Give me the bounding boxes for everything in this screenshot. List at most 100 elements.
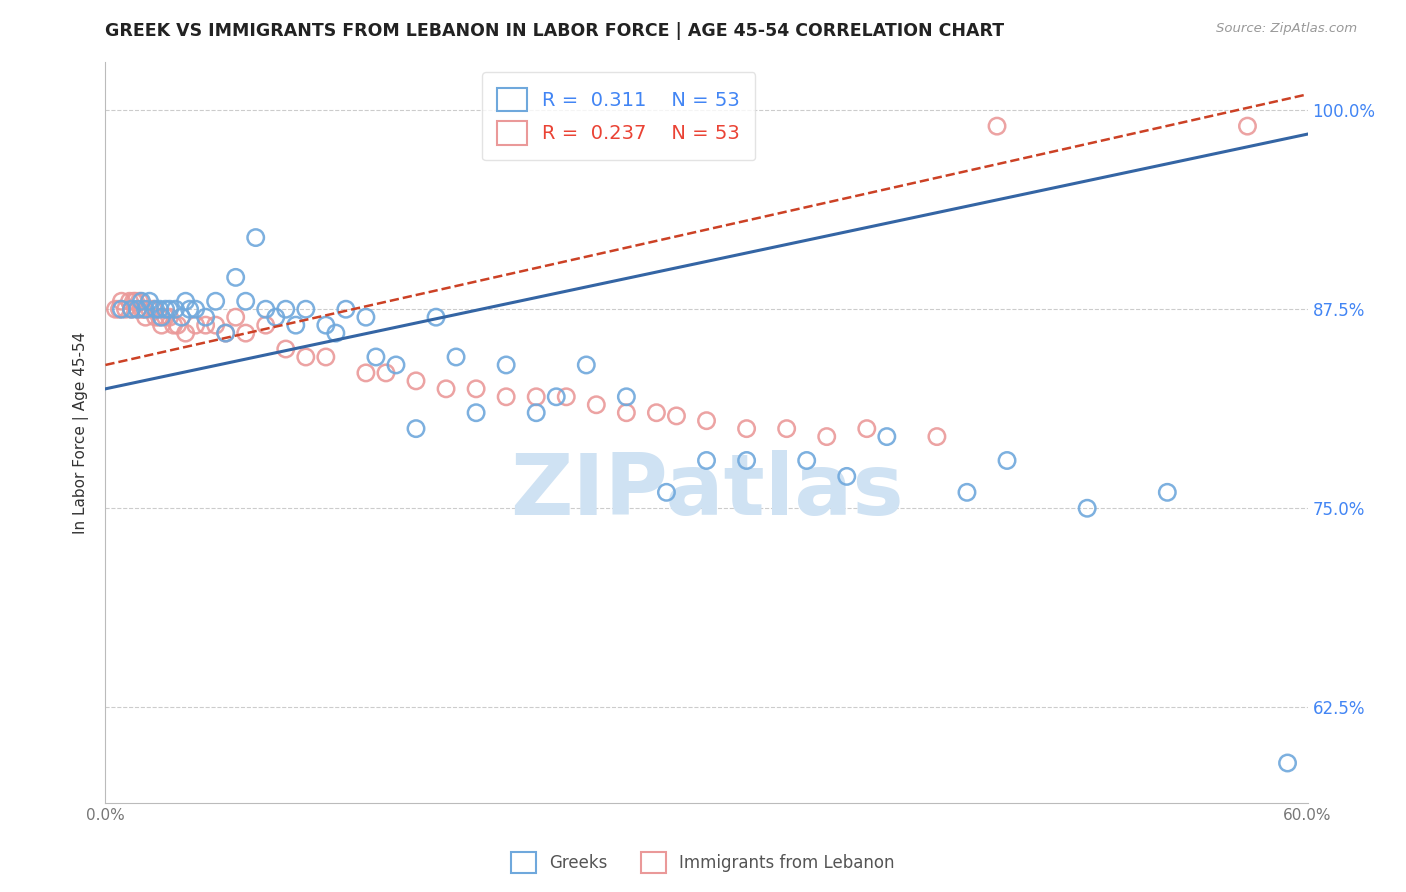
- Legend: Greeks, Immigrants from Lebanon: Greeks, Immigrants from Lebanon: [505, 846, 901, 880]
- Point: [575, 358, 598, 372]
- Point: [245, 230, 267, 244]
- Point: [204, 318, 226, 333]
- Point: [138, 302, 160, 317]
- Point: [131, 302, 153, 317]
- Point: [465, 382, 488, 396]
- Point: [108, 302, 131, 317]
- Point: [735, 453, 758, 467]
- Point: [127, 302, 149, 317]
- Point: [264, 310, 287, 325]
- Point: [132, 302, 155, 317]
- Point: [735, 422, 758, 436]
- Point: [925, 429, 948, 443]
- Point: [364, 350, 387, 364]
- Point: [1277, 756, 1299, 770]
- Point: [148, 302, 170, 317]
- Y-axis label: In Labor Force | Age 45-54: In Labor Force | Age 45-54: [73, 332, 90, 533]
- Point: [127, 302, 149, 317]
- Point: [145, 302, 167, 317]
- Point: [274, 302, 297, 317]
- Point: [374, 366, 398, 380]
- Point: [405, 422, 427, 436]
- Point: [995, 453, 1018, 467]
- Point: [135, 310, 157, 325]
- Point: [128, 294, 150, 309]
- Point: [616, 390, 638, 404]
- Point: [855, 422, 877, 436]
- Point: [1236, 119, 1258, 133]
- Point: [354, 310, 377, 325]
- Point: [235, 294, 257, 309]
- Point: [150, 310, 173, 325]
- Point: [585, 398, 607, 412]
- Point: [159, 302, 181, 317]
- Point: [1156, 485, 1178, 500]
- Point: [135, 302, 157, 317]
- Point: [385, 358, 408, 372]
- Point: [184, 318, 207, 333]
- Point: [274, 342, 297, 356]
- Point: [110, 294, 132, 309]
- Point: [179, 302, 201, 317]
- Point: [325, 326, 347, 340]
- Point: [225, 310, 247, 325]
- Point: [645, 406, 668, 420]
- Point: [315, 350, 337, 364]
- Point: [876, 429, 898, 443]
- Point: [315, 318, 337, 333]
- Point: [546, 390, 568, 404]
- Point: [1076, 501, 1098, 516]
- Point: [145, 310, 167, 325]
- Point: [956, 485, 979, 500]
- Point: [138, 294, 160, 309]
- Point: [122, 294, 145, 309]
- Point: [295, 350, 318, 364]
- Point: [655, 485, 678, 500]
- Point: [159, 310, 181, 325]
- Point: [155, 302, 177, 317]
- Point: [254, 318, 277, 333]
- Text: Source: ZipAtlas.com: Source: ZipAtlas.com: [1216, 22, 1357, 36]
- Point: [194, 318, 217, 333]
- Point: [170, 310, 193, 325]
- Point: [155, 310, 177, 325]
- Text: ZIPatlas: ZIPatlas: [509, 450, 904, 533]
- Point: [835, 469, 858, 483]
- Point: [148, 310, 170, 325]
- Point: [616, 406, 638, 420]
- Point: [796, 453, 818, 467]
- Text: GREEK VS IMMIGRANTS FROM LEBANON IN LABOR FORCE | AGE 45-54 CORRELATION CHART: GREEK VS IMMIGRANTS FROM LEBANON IN LABO…: [105, 22, 1004, 40]
- Point: [465, 406, 488, 420]
- Point: [174, 326, 197, 340]
- Point: [131, 294, 153, 309]
- Point: [524, 390, 547, 404]
- Point: [204, 294, 226, 309]
- Point: [118, 294, 141, 309]
- Point: [555, 390, 578, 404]
- Point: [425, 310, 447, 325]
- Point: [495, 358, 517, 372]
- Point: [124, 294, 146, 309]
- Point: [150, 318, 173, 333]
- Point: [665, 409, 688, 423]
- Point: [696, 453, 718, 467]
- Point: [214, 326, 236, 340]
- Point: [142, 302, 165, 317]
- Point: [162, 318, 184, 333]
- Point: [696, 414, 718, 428]
- Point: [121, 302, 143, 317]
- Point: [284, 318, 307, 333]
- Point: [104, 302, 127, 317]
- Point: [434, 382, 457, 396]
- Point: [524, 406, 547, 420]
- Point: [165, 302, 187, 317]
- Point: [405, 374, 427, 388]
- Point: [254, 302, 277, 317]
- Point: [214, 326, 236, 340]
- Point: [194, 310, 217, 325]
- Point: [184, 302, 207, 317]
- Point: [110, 302, 132, 317]
- Point: [335, 302, 357, 317]
- Point: [225, 270, 247, 285]
- Point: [174, 294, 197, 309]
